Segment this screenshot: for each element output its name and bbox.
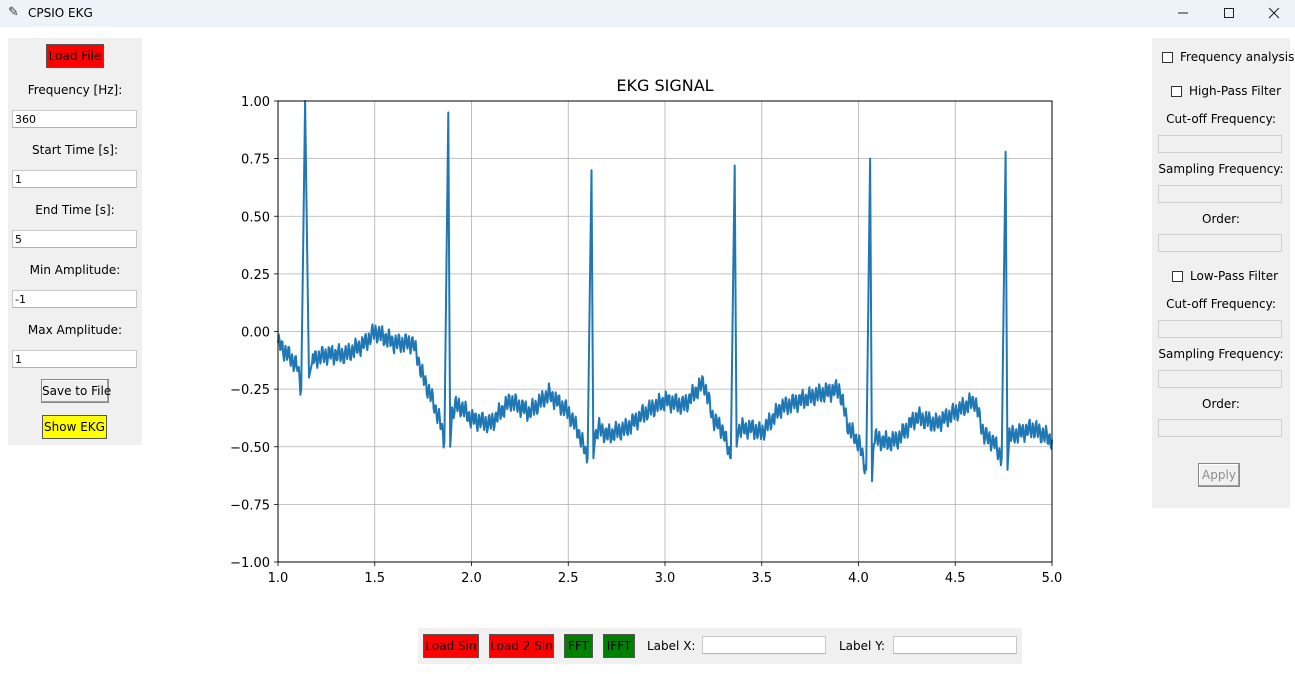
load-file-button[interactable]: Load File [46, 44, 104, 68]
frequency-input[interactable] [12, 110, 137, 128]
minimize-button[interactable] [1160, 0, 1206, 27]
x-tick-label: 3.0 [655, 571, 676, 586]
close-button[interactable] [1251, 0, 1295, 27]
min-amplitude-label: Min Amplitude: [29, 263, 121, 277]
lp-cutoff-input[interactable] [1158, 320, 1282, 338]
start-time-input[interactable] [12, 170, 137, 188]
chart-title: EKG SIGNAL [616, 76, 714, 95]
x-tick-label: 2.0 [461, 571, 482, 586]
lp-cutoff-label: Cut-off Frequency: [1166, 297, 1276, 311]
max-amplitude-label: Max Amplitude: [27, 323, 123, 337]
load-2-sin-button[interactable]: Load 2 Sin [489, 634, 554, 658]
label-y-label: Label Y: [839, 639, 885, 653]
lp-order-input[interactable] [1158, 419, 1282, 437]
y-tick-label: 0.75 [241, 153, 270, 168]
y-tick-label: −0.75 [230, 498, 270, 513]
frequency-label: Frequency [Hz]: [27, 83, 123, 97]
hp-order-input[interactable] [1158, 234, 1282, 252]
lp-sampling-label: Sampling Frequency: [1158, 347, 1284, 361]
left-control-panel: Load File Frequency [Hz]: Start Time [s]… [8, 38, 142, 445]
chart-ticks: 1.0 1.5 2.0 2.5 3.0 3.5 4.0 4.5 5.0 1.00 0.75 0.50 0… [230, 95, 1062, 586]
label-x-input[interactable] [702, 636, 826, 654]
y-tick-label: 1.00 [241, 95, 270, 110]
feather-app-icon: ✎ [8, 5, 19, 20]
x-tick-label: 4.5 [945, 571, 966, 586]
min-amplitude-input[interactable] [12, 290, 137, 308]
right-filter-panel: Frequency analysis High-Pass Filter Cut-… [1152, 38, 1294, 508]
fft-button[interactable]: FFT [564, 634, 593, 658]
bottom-toolbar: Load Sin Load 2 Sin FFT IFFT Label X: La… [418, 628, 1022, 664]
chart-series [277, 100, 1053, 483]
chart-grid [277, 100, 1053, 563]
ifft-button[interactable]: IFFT [603, 634, 635, 658]
lp-sampling-input[interactable] [1158, 370, 1282, 388]
end-time-label: End Time [s]: [35, 203, 115, 217]
low-pass-filter-label: Low-Pass Filter [1190, 269, 1279, 283]
high-pass-filter-label: High-Pass Filter [1189, 84, 1281, 98]
maximize-icon [1223, 4, 1235, 23]
show-ekg-button[interactable]: Show EKG [42, 415, 107, 439]
start-time-label: Start Time [s]: [32, 143, 118, 157]
hp-sampling-label: Sampling Frequency: [1158, 162, 1284, 176]
max-amplitude-input[interactable] [12, 350, 137, 368]
frequency-analysis-checkbox[interactable]: Frequency analysis [1162, 50, 1294, 64]
x-tick-label: 1.0 [268, 571, 289, 586]
maximize-button[interactable] [1206, 0, 1252, 27]
hp-sampling-input[interactable] [1158, 185, 1282, 203]
ekg-signal-line [277, 100, 1053, 483]
minimize-icon [1177, 4, 1189, 23]
y-tick-label: 0.25 [241, 268, 270, 283]
x-tick-label: 4.0 [848, 571, 869, 586]
plot-frame [277, 100, 1053, 563]
x-tick-label: 1.5 [364, 571, 385, 586]
label-x-label: Label X: [647, 639, 696, 653]
end-time-input[interactable] [12, 230, 137, 248]
frequency-analysis-label: Frequency analysis [1180, 50, 1295, 64]
x-tick-label: 5.0 [1042, 571, 1063, 586]
hp-order-label: Order: [1202, 212, 1240, 226]
checkbox-box[interactable] [1172, 270, 1183, 282]
checkbox-box[interactable] [1162, 51, 1173, 63]
x-tick-label: 3.5 [751, 571, 772, 586]
low-pass-filter-checkbox[interactable]: Low-Pass Filter [1172, 269, 1278, 283]
x-tick-label: 2.5 [558, 571, 579, 586]
checkbox-box[interactable] [1171, 85, 1182, 97]
y-tick-label: −0.50 [230, 441, 270, 456]
label-y-input[interactable] [893, 636, 1017, 654]
window-title: CPSIO EKG [28, 6, 93, 20]
hp-cutoff-label: Cut-off Frequency: [1166, 112, 1276, 126]
title-bar: ✎ CPSIO EKG [0, 0, 1295, 27]
save-to-file-button[interactable]: Save to File [41, 379, 111, 403]
close-icon [1268, 4, 1280, 23]
y-tick-label: 0.00 [241, 326, 270, 341]
lp-order-label: Order: [1202, 397, 1240, 411]
y-tick-label: −0.25 [230, 383, 270, 398]
y-tick-label: 0.50 [241, 210, 270, 225]
y-tick-label: −1.00 [230, 556, 270, 571]
load-sin-button[interactable]: Load Sin [423, 634, 479, 658]
high-pass-filter-checkbox[interactable]: High-Pass Filter [1171, 84, 1281, 98]
hp-cutoff-input[interactable] [1158, 135, 1282, 153]
apply-button[interactable]: Apply [1198, 463, 1240, 487]
